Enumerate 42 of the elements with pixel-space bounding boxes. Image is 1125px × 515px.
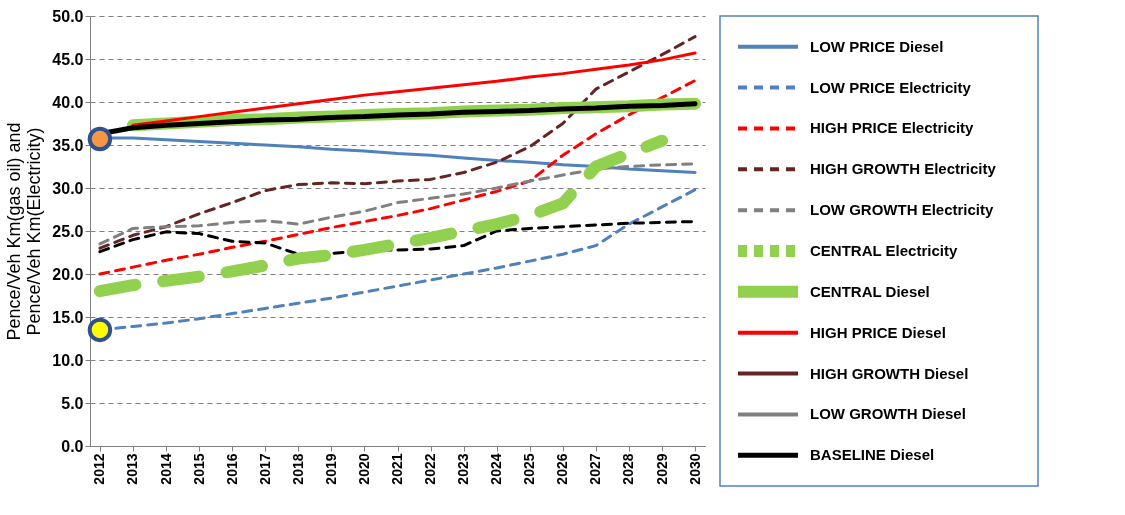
x-tick-label: 2024	[488, 453, 505, 485]
x-tick-label: 2026	[554, 453, 571, 485]
x-tick-label: 2028	[620, 453, 637, 485]
y-tick-label: 0.0	[61, 437, 84, 455]
y-tick-label: 50.0	[52, 7, 84, 25]
y-tick-label: 10.0	[52, 351, 84, 369]
x-tick-label: 2021	[389, 453, 405, 485]
y-tick-label: 5.0	[61, 394, 84, 412]
y-tick-label: 15.0	[52, 308, 84, 326]
legend-label: LOW PRICE Diesel	[810, 37, 944, 55]
y-tick-label: 20.0	[52, 265, 84, 283]
x-tick-label: 2020	[355, 453, 372, 485]
legend-label: HIGH GROWTH Diesel	[810, 364, 969, 382]
x-tick-label: 2019	[322, 453, 339, 485]
x-tick-label: 2018	[289, 453, 306, 485]
x-tick-label: 2022	[422, 453, 439, 485]
x-tick-label: 2023	[455, 453, 472, 485]
legend-label: CENTRAL Diesel	[810, 282, 930, 300]
x-tick-label: 2017	[256, 453, 273, 485]
y-tick-label: 45.0	[52, 50, 84, 68]
y-tick-label: 25.0	[52, 222, 84, 240]
x-tick-label: 2015	[190, 453, 207, 485]
x-tick-label: 2012	[91, 453, 108, 485]
x-tick-label: 2030	[686, 453, 703, 485]
legend-label: LOW GROWTH Electricity	[810, 201, 994, 219]
legend-label: CENTRAL Electricity	[810, 242, 958, 259]
legend-label: LOW PRICE Electricity	[810, 78, 972, 96]
y-tick-label: 35.0	[52, 136, 84, 154]
x-tick-label: 2027	[587, 453, 604, 485]
legend-label: HIGH GROWTH Electricity	[810, 160, 997, 178]
x-tick-label: 2016	[223, 453, 240, 485]
legend-label: BASELINE Diesel	[810, 446, 935, 464]
y-axis-title: Pence/Veh Km(gas oil) and Pence/Veh Km(Electricity)	[4, 122, 45, 341]
y-tick-label: 40.0	[52, 93, 84, 111]
legend-label: LOW GROWTH Diesel	[810, 405, 966, 423]
legend-label: HIGH PRICE Diesel	[810, 323, 946, 341]
x-tick-label: 2025	[521, 453, 538, 485]
x-tick-label: 2029	[653, 453, 670, 485]
x-tick-label: 2013	[124, 453, 141, 485]
x-tick-label: 2014	[157, 453, 174, 485]
legend-label: HIGH PRICE Electricity	[810, 119, 975, 137]
y-tick-label: 30.0	[52, 179, 84, 197]
